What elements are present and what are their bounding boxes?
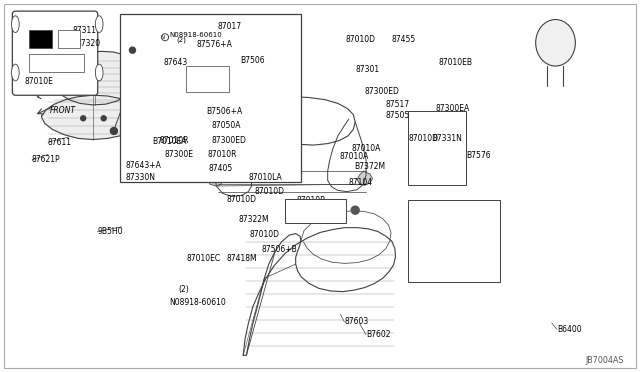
Polygon shape: [170, 95, 210, 112]
Text: 87621P: 87621P: [32, 155, 61, 164]
Polygon shape: [357, 171, 372, 185]
Text: 87643: 87643: [163, 58, 188, 67]
Text: 87010R: 87010R: [208, 150, 237, 159]
Text: B6400: B6400: [557, 325, 581, 334]
Text: 87010R: 87010R: [160, 136, 189, 145]
Polygon shape: [163, 64, 242, 112]
Text: 87320: 87320: [77, 39, 101, 48]
Ellipse shape: [12, 64, 19, 81]
Ellipse shape: [95, 64, 103, 81]
Text: 87300ED: 87300ED: [211, 136, 246, 145]
Text: 87505: 87505: [385, 111, 410, 120]
Bar: [58, 30, 80, 48]
Text: 87010D: 87010D: [255, 187, 285, 196]
Text: N08918-60610: N08918-60610: [169, 298, 226, 307]
Polygon shape: [125, 32, 136, 71]
Polygon shape: [42, 95, 140, 140]
Text: 87300EA: 87300EA: [436, 104, 470, 113]
Text: B7602: B7602: [366, 330, 390, 339]
Text: JB7004AS: JB7004AS: [586, 356, 624, 365]
Bar: [29, 30, 52, 48]
Text: (2): (2): [176, 37, 186, 44]
Bar: [408, 111, 466, 185]
Text: NOT FOR: NOT FOR: [301, 205, 330, 210]
Text: B7010EA: B7010EA: [152, 137, 187, 146]
Text: N: N: [161, 35, 164, 40]
Text: N08918-60610: N08918-60610: [169, 32, 221, 38]
Text: 87517: 87517: [385, 100, 410, 109]
Ellipse shape: [95, 16, 103, 32]
Text: 87010A: 87010A: [351, 144, 381, 153]
Text: 87301: 87301: [355, 65, 380, 74]
Bar: [29, 54, 84, 72]
Text: B7506: B7506: [240, 56, 264, 65]
Text: 87455: 87455: [392, 35, 416, 44]
Bar: [285, 199, 346, 223]
Text: 87405: 87405: [209, 164, 233, 173]
Text: 87010EB: 87010EB: [438, 58, 472, 67]
Ellipse shape: [12, 16, 19, 32]
Circle shape: [101, 116, 106, 121]
Text: (2): (2): [178, 285, 189, 294]
Text: 87300ED: 87300ED: [364, 87, 399, 96]
Bar: [120, 14, 301, 182]
Text: 87010D: 87010D: [346, 35, 376, 44]
Ellipse shape: [536, 19, 575, 66]
Text: 87050A: 87050A: [211, 121, 241, 130]
Polygon shape: [48, 51, 140, 105]
Text: 87010EC: 87010EC: [187, 254, 221, 263]
Circle shape: [81, 116, 86, 121]
Text: 87010A: 87010A: [339, 152, 369, 161]
Text: 87611: 87611: [48, 138, 72, 147]
Text: 87418M: 87418M: [227, 254, 257, 263]
Text: 87017: 87017: [218, 22, 242, 31]
Polygon shape: [412, 204, 468, 231]
Text: B7372M: B7372M: [354, 162, 385, 171]
Bar: [408, 200, 500, 282]
Text: 87010R: 87010R: [296, 196, 326, 205]
Text: 87603: 87603: [344, 317, 369, 326]
Text: 87576+A: 87576+A: [196, 40, 232, 49]
Text: 87010D: 87010D: [250, 230, 280, 239]
Text: 87010D: 87010D: [408, 134, 438, 143]
Polygon shape: [253, 87, 296, 99]
Polygon shape: [208, 171, 223, 186]
Text: 87010D: 87010D: [227, 195, 257, 203]
FancyBboxPatch shape: [12, 11, 98, 95]
Text: 87331N: 87331N: [433, 134, 463, 143]
Circle shape: [351, 206, 359, 214]
Text: 87311: 87311: [72, 26, 97, 35]
Text: SALE: SALE: [308, 212, 323, 218]
Text: 87322M: 87322M: [239, 215, 269, 224]
Text: 87010LA: 87010LA: [249, 173, 283, 182]
Text: 87300E: 87300E: [164, 150, 193, 159]
Text: 87643+A: 87643+A: [125, 161, 161, 170]
Text: B7506+A: B7506+A: [206, 107, 243, 116]
Text: 9B5H0: 9B5H0: [97, 227, 123, 236]
Circle shape: [129, 47, 136, 53]
Text: 87506+B: 87506+B: [261, 245, 297, 254]
Circle shape: [111, 128, 117, 134]
Text: 87330N: 87330N: [125, 173, 156, 182]
Text: 87010E: 87010E: [24, 77, 53, 86]
Text: 87104: 87104: [349, 178, 373, 187]
Bar: [186, 66, 229, 92]
Text: FRONT: FRONT: [50, 106, 76, 115]
Text: B7576: B7576: [466, 151, 490, 160]
